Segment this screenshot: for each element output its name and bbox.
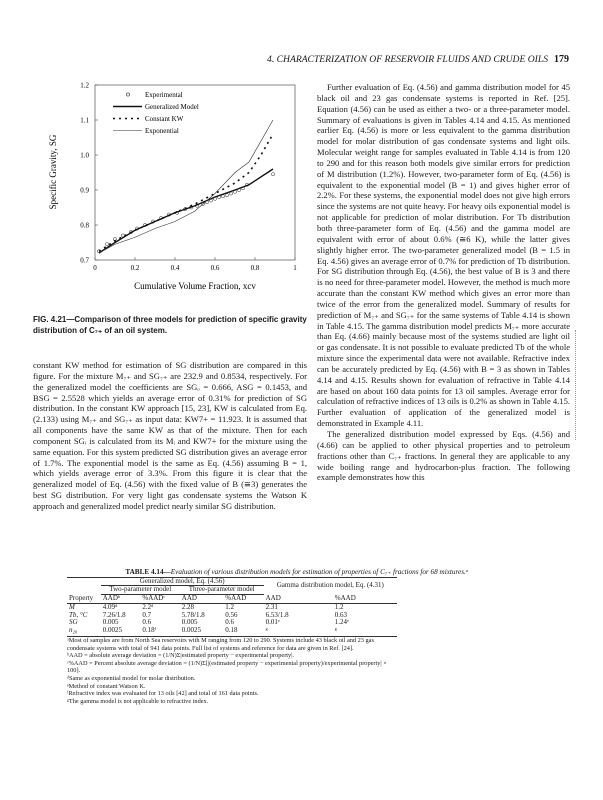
- table-cell: 0.01ᵉ: [265, 618, 280, 627]
- figure-chart: 0 0.2 0.4 0.6 0.8 1 0.7 0.8 0.9 1.0 1.1 1.2 Cumulati…: [48, 82, 297, 292]
- legend-label: Experimental: [145, 91, 183, 99]
- footnote: ᵇAAD = absolute average deviation = (1/N…: [67, 652, 295, 660]
- footnote: ᶜ%AAD = Percent absolute average deviati…: [67, 659, 387, 675]
- data-point-experimental: [271, 172, 275, 177]
- table-cell: 2.28: [181, 602, 195, 611]
- series-line-exponential: [98, 119, 274, 254]
- table-cell: 0.18ᶠ: [142, 626, 157, 635]
- table-cell: 0.0025: [181, 626, 202, 635]
- header-gamma: Gamma distribution model, Eq. (4.31): [276, 581, 384, 590]
- table-cell: 0.18: [225, 626, 238, 635]
- table-cell: 0.56: [225, 610, 238, 619]
- plot-frame: [94, 84, 296, 261]
- paragraph: Further evaluation of Eq. (4.56) and gam…: [317, 82, 570, 429]
- table-cell: 2.31: [265, 602, 278, 611]
- margin-dotted-line: [575, 330, 576, 440]
- table-cell: 1.2: [334, 602, 344, 611]
- running-header: 4. CHARACTERIZATION OF RESERVOIR FLUIDS …: [267, 54, 569, 65]
- x-axis-label: Cumulative Volume Fraction, xcv: [134, 281, 256, 291]
- table-cell: 6.53/1.8: [265, 610, 289, 619]
- paragraph: constant KW method for estimation of SG …: [33, 360, 307, 511]
- y-axis-label: Specific Gravity, SG: [48, 134, 58, 209]
- figure-caption: FIG. 4.21—Comparison of three models for…: [33, 315, 307, 335]
- header-two-param: Two-parameter model: [100, 585, 180, 596]
- table-cell: 0.005: [181, 618, 198, 627]
- table-cell: 1.2: [225, 602, 235, 611]
- x-tick-label: 0.6: [211, 264, 220, 272]
- column-header: AADᵇ: [102, 594, 121, 603]
- table-title: TABLE 4.14—Evaluation of various distrib…: [67, 568, 527, 577]
- table-cell: 0.7: [142, 610, 152, 619]
- table-row: SG 0.005 0.6 0.005 0.6 0.01ᵉ 1.24ᵉ: [67, 619, 397, 627]
- column-header: %AAD: [334, 593, 356, 602]
- y-tick-label: 0.7: [80, 257, 89, 265]
- column-header: %AADᶜ: [142, 594, 166, 603]
- table-row: M 4.09ᵈ 2.2ᵈ 2.28 1.2 2.31 1.2: [67, 603, 397, 611]
- table-row: Tb, °C 7.26/1.8 0.7 5.78/1.8 0.56 6.53/1.8 0.6…: [67, 610, 397, 620]
- table-cell: 0.6: [225, 618, 235, 627]
- left-column: constant KW method for estimation of SG …: [33, 360, 307, 512]
- column-header: Property: [69, 593, 94, 602]
- footnote: ᵍThe gamma model is not applicable to re…: [67, 697, 209, 705]
- x-tick-label: 0.2: [131, 264, 140, 272]
- y-tick-label: 1.0: [80, 152, 89, 160]
- x-tick-label: 0.4: [171, 264, 180, 272]
- table-cell: 0.0025: [102, 626, 122, 635]
- column-header: AAD: [265, 593, 281, 602]
- table-caption: Evaluation of various distribution model…: [170, 568, 469, 576]
- table-cell: Tb, °C: [69, 610, 88, 619]
- table-cell: 2.2ᵈ: [142, 602, 154, 611]
- legend-label: Exponential: [145, 127, 179, 135]
- x-tick-label: 0.8: [251, 264, 260, 272]
- column-header: %AAD: [225, 594, 247, 603]
- right-column: Further evaluation of Eq. (4.56) and gam…: [317, 82, 570, 483]
- running-title: 4. CHARACTERIZATION OF RESERVOIR FLUIDS …: [267, 54, 548, 65]
- data-point-experimental: [225, 193, 229, 198]
- y-tick-label: 1.2: [80, 82, 89, 90]
- x-tick-label: 0: [93, 264, 97, 272]
- legend-marker: [126, 92, 130, 97]
- header-generalized: Generalized model, Eq. (4.56): [100, 577, 264, 587]
- table-cell: ᵍ: [265, 626, 268, 635]
- table-cell: 7.26/1.8: [102, 610, 126, 619]
- column-header: AAD: [181, 594, 197, 603]
- table-cell: ᵍ: [334, 626, 337, 635]
- footnote: ᵃMost of samples are from North Sea rese…: [67, 637, 374, 652]
- legend-label: Constant KW: [145, 115, 184, 123]
- table-row: n₂₀ 0.0025 0.18ᶠ 0.0025 0.18 ᵍ ᵍ: [67, 626, 397, 635]
- x-tick-label: 1: [293, 264, 297, 272]
- footnote: ᵈSame as exponential model for molar dis…: [67, 675, 196, 683]
- footnote: ᶠRefractive index was evaluated for 13 o…: [67, 690, 259, 698]
- data-point-experimental: [105, 242, 109, 247]
- legend-label: Generalized Model: [145, 103, 199, 111]
- table-cell: 1.24ᵉ: [334, 618, 349, 627]
- header-three-param: Three-parameter model: [179, 585, 264, 596]
- table-label: TABLE 4.14—: [125, 568, 171, 576]
- table-cell: 5.78/1.8: [181, 610, 205, 619]
- y-tick-label: 0.8: [80, 222, 89, 230]
- y-tick-label: 0.9: [80, 187, 89, 195]
- y-tick-label: 1.1: [80, 117, 89, 125]
- table-4-14: TABLE 4.14—Evaluation of various distrib…: [67, 568, 469, 705]
- series-line-constant-kw: [98, 133, 274, 252]
- footnote: ᵉMethod of constant Watson K.: [67, 682, 146, 690]
- page-number: 179: [554, 54, 569, 65]
- table-footnotes: ᵃMost of samples are from North Sea rese…: [67, 636, 397, 705]
- table-cell: SG: [69, 618, 78, 627]
- table-cell: M: [69, 602, 75, 611]
- table-cell: 0.6: [142, 618, 152, 627]
- table-cell: n₂₀: [69, 626, 78, 635]
- paragraph: The generalized distribution model expre…: [317, 429, 570, 483]
- table-cell: 0.63: [334, 610, 348, 619]
- table-cell: 0.005: [102, 618, 119, 627]
- data-table: Generalized model, Eq. (4.56) Gamma distr…: [67, 577, 397, 636]
- table-cell: 4.09ᵈ: [102, 602, 118, 611]
